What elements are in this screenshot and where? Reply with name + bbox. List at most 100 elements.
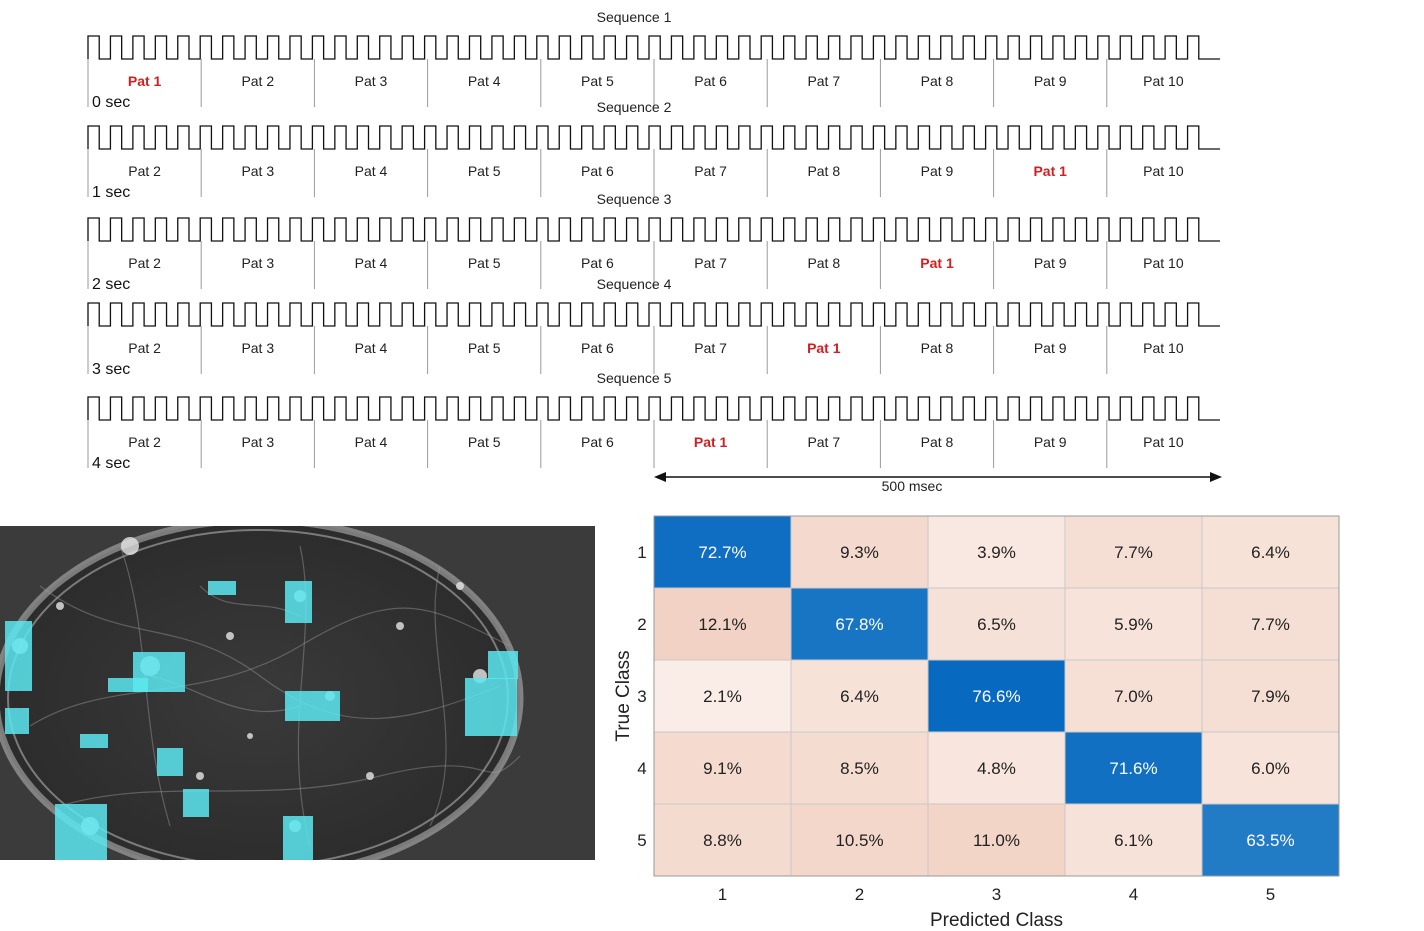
matrix-cell-label: 7.7%	[1114, 543, 1153, 562]
pulse-train	[87, 302, 1220, 327]
pattern-label: Pat 9	[1034, 255, 1067, 271]
sequence-title: Sequence 1	[597, 9, 672, 25]
sequence-title: Sequence 4	[597, 276, 672, 292]
x-axis-title: Predicted Class	[930, 910, 1063, 931]
pattern-label: Pat 3	[241, 163, 274, 179]
pattern-label: Pat 3	[241, 434, 274, 450]
matrix-cell-label: 7.7%	[1251, 615, 1290, 634]
active-electrode-marker	[488, 651, 518, 679]
pulse-train	[87, 217, 1220, 242]
sequence-block: Sequence 3 Pat 2 Pat 3 Pat 4 Pat 5 Pat 6 Pat 7…	[87, 191, 1220, 293]
matrix-cell-label: 6.4%	[1251, 543, 1290, 562]
active-electrode-marker	[157, 748, 183, 776]
matrix-cell-label: 4.8%	[977, 759, 1016, 778]
matrix-cell	[1064, 587, 1203, 661]
pulse-train	[87, 125, 1220, 150]
pattern-label: Pat 5	[468, 255, 501, 271]
matrix-cell-label: 7.9%	[1251, 687, 1290, 706]
time-label: 3 sec	[92, 361, 130, 378]
pattern-label: Pat 7	[694, 163, 727, 179]
y-axis-title: True Class	[613, 650, 634, 741]
sequence-title: Sequence 3	[597, 191, 672, 207]
x-tick-label: 5	[1266, 885, 1275, 904]
matrix-cell-label: 3.9%	[977, 543, 1016, 562]
pattern-label: Pat 8	[921, 434, 954, 450]
active-electrode-marker	[55, 804, 107, 860]
pattern-label: Pat 9	[921, 163, 954, 179]
pattern-label: Pat 6	[581, 434, 614, 450]
matrix-cell-label: 10.5%	[835, 831, 883, 850]
pattern-label: Pat 8	[921, 73, 954, 89]
pattern-label: Pat 5	[468, 163, 501, 179]
pattern-label: Pat 5	[581, 73, 614, 89]
matrix-cell-label: 76.6%	[972, 687, 1020, 706]
pattern-label: Pat 8	[807, 255, 840, 271]
highlighted-pattern-label: Pat 1	[807, 340, 841, 356]
matrix-cell-label: 8.8%	[703, 831, 742, 850]
pattern-label: Pat 4	[355, 163, 388, 179]
active-electrode-marker	[208, 581, 236, 595]
matrix-cell	[1064, 659, 1203, 733]
sequence-block: Sequence 4 Pat 2 Pat 3 Pat 4 Pat 5 Pat 6 Pat 7…	[87, 276, 1220, 378]
matrix-cell-label: 67.8%	[835, 615, 883, 634]
duration-arrow: 500 msec	[654, 472, 1222, 494]
pattern-label: Pat 10	[1143, 163, 1184, 179]
sequence-title: Sequence 5	[597, 370, 672, 386]
sequence-block: Sequence 5 Pat 2 Pat 3 Pat 4 Pat 5 Pat 6 Pat 1…	[87, 370, 1220, 472]
pattern-label: Pat 2	[128, 434, 161, 450]
duration-label: 500 msec	[882, 478, 943, 494]
pattern-label: Pat 3	[241, 340, 274, 356]
pattern-label: Pat 4	[355, 340, 388, 356]
matrix-cell-label: 9.1%	[703, 759, 742, 778]
pattern-label: Pat 10	[1143, 73, 1184, 89]
matrix-cell	[1064, 515, 1203, 589]
pattern-label: Pat 5	[468, 340, 501, 356]
matrix-cell	[1064, 731, 1203, 805]
x-tick-label: 3	[992, 885, 1001, 904]
matrix-cell	[653, 731, 792, 805]
neuron-culture-image	[0, 526, 595, 860]
time-label: 4 sec	[92, 455, 130, 472]
y-tick-label: 1	[637, 543, 646, 562]
matrix-cell-label: 71.6%	[1109, 759, 1157, 778]
matrix-cell-label: 6.1%	[1114, 831, 1153, 850]
pattern-label: Pat 9	[1034, 73, 1067, 89]
matrix-cell	[927, 659, 1066, 733]
active-electrode-marker	[5, 708, 29, 734]
pattern-label: Pat 5	[468, 434, 501, 450]
highlighted-pattern-label: Pat 1	[128, 73, 162, 89]
matrix-cell-label: 5.9%	[1114, 615, 1153, 634]
pattern-label: Pat 6	[581, 340, 614, 356]
pulse-train	[87, 35, 1220, 60]
pattern-label: Pat 7	[807, 73, 840, 89]
pattern-label: Pat 6	[581, 163, 614, 179]
x-tick-label: 1	[718, 885, 727, 904]
active-electrode-marker	[183, 789, 209, 817]
confusion-matrix-chart: 72.7% 9.3% 3.9% 7.7% 6.4%12.1% 67.8% 6.5% 5.9% 7…	[613, 515, 1340, 931]
pattern-label: Pat 8	[921, 340, 954, 356]
pattern-label: Pat 10	[1143, 434, 1184, 450]
y-tick-label: 4	[637, 759, 646, 778]
matrix-cell	[790, 731, 929, 805]
highlighted-pattern-label: Pat 1	[920, 255, 954, 271]
matrix-cell	[653, 587, 792, 661]
active-electrode-marker	[283, 816, 313, 860]
pattern-label: Pat 9	[1034, 340, 1067, 356]
active-electrode-marker	[133, 652, 185, 692]
matrix-cell-label: 9.3%	[840, 543, 879, 562]
y-tick-label: 2	[637, 615, 646, 634]
pattern-label: Pat 7	[694, 340, 727, 356]
pattern-label: Pat 4	[355, 434, 388, 450]
pattern-label: Pat 9	[1034, 434, 1067, 450]
matrix-cell-label: 8.5%	[840, 759, 879, 778]
matrix-cell-label: 63.5%	[1246, 831, 1294, 850]
matrix-cell-label: 6.5%	[977, 615, 1016, 634]
time-label: 0 sec	[92, 94, 130, 111]
pattern-label: Pat 10	[1143, 255, 1184, 271]
pattern-label: Pat 3	[355, 73, 388, 89]
matrix-cell	[1201, 659, 1340, 733]
pattern-label: Pat 4	[355, 255, 388, 271]
matrix-cell	[790, 515, 929, 589]
pulse-train	[87, 396, 1220, 421]
pattern-label: Pat 7	[694, 255, 727, 271]
